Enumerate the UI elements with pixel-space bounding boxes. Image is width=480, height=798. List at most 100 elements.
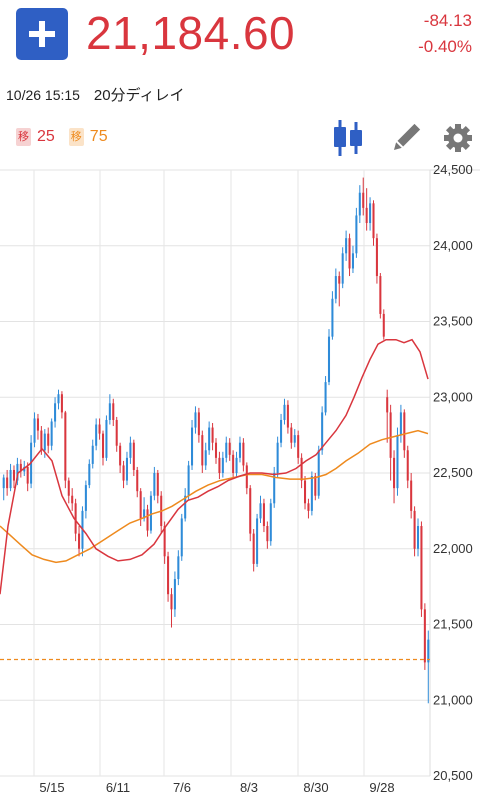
candle-body: [396, 435, 399, 489]
candle-body: [88, 463, 91, 486]
candle-body: [26, 466, 29, 484]
candle-body: [238, 442, 241, 458]
y-tick-label: 23,000: [433, 389, 473, 404]
quote-datetime: 10/26 15:15: [6, 87, 80, 103]
candle-body: [78, 533, 81, 549]
candle-body: [423, 609, 426, 663]
gear-icon: [444, 124, 472, 152]
ma-period: 75: [89, 128, 108, 145]
candle-body: [71, 495, 74, 504]
chart-type-button[interactable]: [330, 118, 374, 163]
y-tick-label: 21,500: [433, 617, 473, 632]
x-tick-label: 8/3: [240, 780, 258, 795]
candle-body: [201, 435, 204, 466]
draw-button[interactable]: [388, 118, 424, 163]
candle-body: [23, 466, 26, 472]
candle-body: [317, 450, 320, 496]
current-price: 21,184.60: [86, 7, 296, 59]
x-tick-label: 9/28: [369, 780, 394, 795]
candle-body: [208, 427, 211, 451]
candle-body: [334, 276, 337, 299]
candle-body: [197, 412, 200, 436]
candle-body: [235, 457, 238, 473]
candle-body: [393, 457, 396, 489]
candle-body: [108, 403, 111, 420]
add-button[interactable]: [16, 8, 68, 60]
candle-body: [280, 419, 283, 443]
candle-body: [98, 424, 101, 434]
candle-body: [351, 253, 354, 269]
candle-body: [345, 238, 348, 254]
candle-body: [6, 477, 9, 489]
candle-body: [153, 473, 156, 496]
candle-body: [91, 445, 94, 464]
candle-body: [310, 476, 313, 511]
candle-body: [191, 427, 194, 466]
candle-body: [416, 526, 420, 549]
settings-button[interactable]: [440, 118, 476, 163]
x-tick-label: 7/6: [173, 780, 191, 795]
y-tick-label: 24,000: [433, 238, 473, 253]
candle-body: [290, 427, 293, 443]
candle-body: [204, 450, 207, 466]
candle-body: [321, 412, 324, 451]
x-tick-label: 6/11: [106, 780, 130, 795]
candle-body: [338, 276, 341, 284]
candle-body: [184, 495, 187, 519]
candle-body: [300, 457, 303, 481]
candle-body: [40, 430, 43, 451]
candle-body: [105, 419, 108, 458]
candle-body: [132, 442, 135, 470]
candle-body: [420, 526, 423, 610]
ma25-line: [0, 338, 429, 595]
y-tick-label: 20,500: [433, 768, 473, 783]
candle-body: [293, 435, 296, 443]
ma-badge: 移: [16, 128, 31, 146]
moving-average-legend[interactable]: 移 25 移 75: [16, 128, 108, 146]
candle-body: [12, 469, 16, 481]
candle-body: [314, 476, 317, 496]
candle-body: [283, 404, 286, 420]
candle-body: [221, 457, 224, 473]
price-chart[interactable]: 24,500 24,000 23,500 23,000 22,500 22,000 21,5…: [0, 164, 480, 798]
candle-body: [273, 473, 276, 504]
candle-body: [16, 463, 19, 481]
candle-body: [362, 192, 365, 208]
candle-body: [249, 488, 252, 534]
candle-body: [47, 433, 50, 446]
candle-body: [211, 427, 214, 443]
candle-body: [365, 207, 368, 224]
candle-body: [187, 465, 190, 496]
candle-body: [307, 503, 310, 511]
candle-body: [382, 313, 385, 337]
ma-period: 25: [37, 128, 55, 145]
price-change-block: -84.13 -0.40%: [418, 8, 472, 60]
candle-body: [214, 442, 218, 458]
candle-body: [348, 238, 351, 269]
candle-body: [379, 276, 382, 314]
candle-body: [64, 412, 67, 481]
candle-body: [245, 465, 248, 489]
candle-body: [19, 463, 22, 472]
ma-item-75[interactable]: 移 75: [68, 128, 108, 146]
y-tick-label: 22,500: [433, 465, 473, 480]
candle-body: [119, 445, 122, 466]
candle-body: [125, 457, 129, 481]
candle-body: [413, 510, 416, 549]
candle-body: [57, 394, 60, 404]
ma-item-25[interactable]: 移 25: [16, 128, 55, 146]
candle-body: [303, 480, 307, 504]
candle-body: [256, 518, 259, 564]
quote-meta: 10/26 15:15 20分ディレイ: [6, 84, 185, 105]
candle-body: [115, 419, 118, 446]
candle-body: [410, 480, 413, 511]
candle-body: [180, 518, 183, 557]
candle-body: [167, 556, 170, 595]
candle-body: [156, 473, 159, 496]
candle-body: [95, 424, 98, 446]
candle-body: [403, 412, 406, 451]
candle-body: [269, 503, 272, 542]
candle-body: [372, 203, 375, 239]
candle-body: [427, 639, 430, 663]
x-tick-label: 5/15: [39, 780, 64, 795]
